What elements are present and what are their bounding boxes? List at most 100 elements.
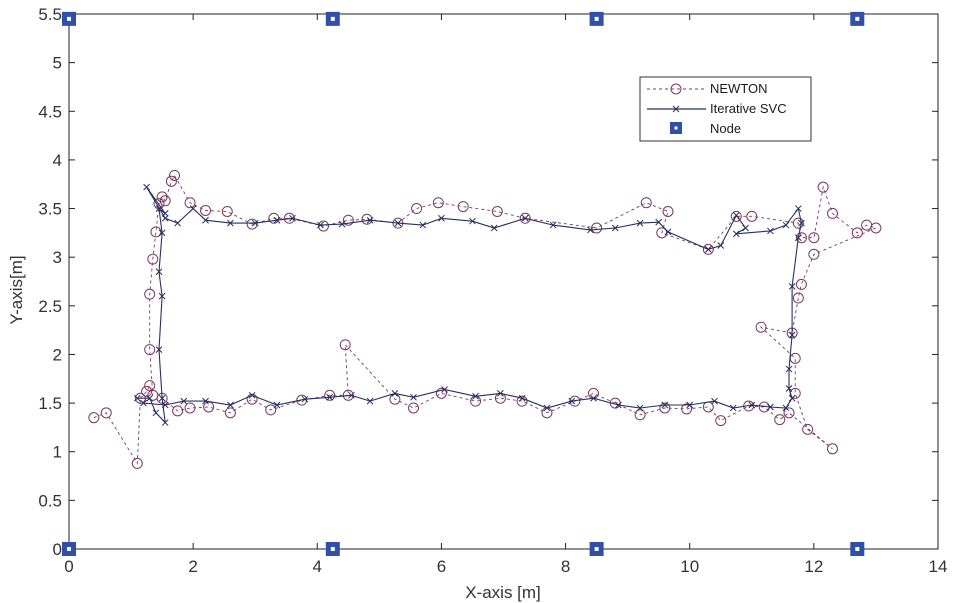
iterative-svc-point [410, 393, 417, 401]
legend-node-label: Node [710, 121, 741, 136]
iterative-svc-point [366, 397, 374, 405]
y-tick-label: 3 [53, 248, 62, 267]
y-tick-label: 4 [53, 151, 62, 170]
iterative-svc-point [794, 205, 802, 212]
x-tick-label: 6 [437, 557, 446, 576]
newton-point [169, 169, 181, 181]
iterative-svc-point [785, 385, 793, 392]
y-tick-label: 2 [53, 345, 62, 364]
iterative-svc-point [711, 397, 718, 405]
legend-node-marker-center-icon [674, 126, 678, 130]
iterative-svc-point [174, 219, 181, 227]
newton-point [389, 393, 401, 405]
iterative-svc-point [317, 221, 324, 229]
legend-newton-label: NEWTON [710, 81, 768, 96]
iterative-svc-point [227, 401, 234, 409]
newton-point [88, 412, 100, 424]
iterative-svc-point [543, 404, 551, 412]
iterative-svc-point [661, 401, 669, 409]
newton-point [591, 222, 603, 234]
newton-point [774, 414, 786, 426]
iterative-svc-point [748, 401, 756, 409]
iterative-svc-point [202, 397, 209, 405]
newton-point [870, 222, 882, 234]
node-marker [850, 542, 865, 556]
y-tick-label: 3.5 [38, 200, 62, 219]
iterative-svc-point [521, 214, 529, 222]
iterative-svc-point [782, 221, 790, 229]
newton-point [808, 248, 820, 260]
iterative-svc-point [782, 404, 790, 412]
newton-point [730, 210, 742, 222]
x-tick-label: 14 [929, 557, 948, 576]
iterative-svc-point [391, 390, 399, 397]
newton-point [317, 220, 329, 232]
node-marker [62, 11, 76, 26]
newton-point [342, 389, 354, 401]
newton-point [826, 207, 838, 219]
newton-point [144, 344, 156, 356]
iterative-svc-point [767, 403, 774, 411]
iterative-svc-point [472, 392, 479, 400]
newton-point [432, 197, 444, 209]
iterative-svc-point [732, 230, 740, 238]
iterative-svc-point [146, 394, 154, 402]
newton-point [491, 205, 503, 217]
newton-point [702, 243, 714, 255]
node-center [67, 547, 71, 551]
newton-point [246, 393, 258, 405]
iterative-svc-point [366, 216, 374, 224]
newton-point [640, 197, 652, 209]
iterative-svc-point [189, 205, 197, 212]
newton-point [746, 210, 758, 222]
iterative-svc-point [664, 228, 672, 236]
iterative-svc-point [158, 394, 166, 402]
newton-point [826, 443, 838, 455]
iterative-svc-point [133, 394, 141, 402]
iterative-svc-point [785, 365, 793, 373]
newton-series-line [93, 174, 878, 465]
node-marker [850, 11, 865, 26]
newton-point [156, 191, 168, 203]
newton-point [100, 407, 112, 419]
newton-point [802, 423, 814, 435]
y-tick-label: 1.5 [38, 394, 62, 413]
newton-point [342, 214, 354, 226]
legend: NEWTON Iterative SVC Node [639, 76, 812, 142]
newton-point [407, 402, 419, 414]
node-center [67, 16, 71, 21]
newton-point [147, 253, 159, 265]
iterative-svc-point [441, 386, 448, 393]
iterative-svc-point [590, 394, 597, 402]
x-tick-label: 2 [188, 557, 197, 576]
newton-point [246, 218, 258, 230]
y-tick-label: 5.5 [38, 5, 62, 24]
iterative-svc-point [273, 401, 281, 409]
iterative-svc-point [326, 393, 334, 401]
iterative-svc-point [158, 292, 166, 300]
newton-point [339, 339, 351, 351]
node-marker [589, 11, 604, 26]
node-center [330, 16, 335, 21]
iterative-svc-point [798, 219, 805, 227]
iterative-svc-point [438, 214, 445, 222]
newton-point [659, 402, 671, 414]
y-tick-label: 4.5 [38, 102, 62, 121]
iterative-svc-point [202, 216, 209, 224]
y-tick-label: 0.5 [38, 491, 62, 510]
newton-point [792, 292, 804, 304]
iterative-svc-point [611, 224, 619, 232]
iterative-svc-point [180, 397, 188, 405]
iterative-svc-point [717, 242, 725, 249]
node-center [855, 547, 860, 551]
iterative-svc-point [704, 246, 712, 253]
newton-point [662, 205, 674, 217]
newton-point [851, 227, 863, 239]
iterative-svc-point [686, 401, 694, 409]
iterative-svc-point [732, 212, 740, 219]
newton-point [715, 415, 727, 427]
iterative-svc-point [155, 268, 163, 276]
newton-point [131, 457, 143, 469]
x-tick-label: 10 [680, 557, 699, 576]
iterative-svc-point [587, 226, 594, 234]
